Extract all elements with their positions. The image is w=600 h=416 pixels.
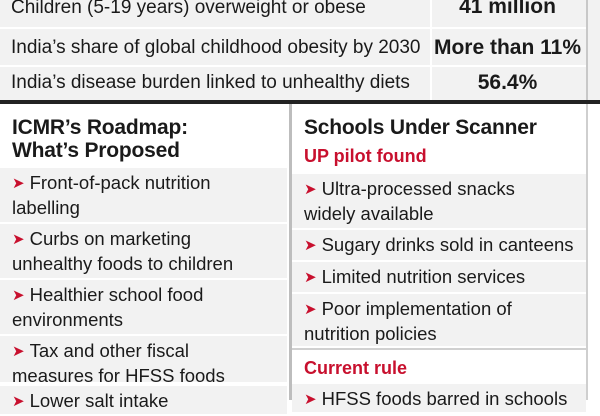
schools-heading: Schools Under Scanner xyxy=(304,116,537,139)
item-text: nutrition policies xyxy=(304,323,437,344)
stat-value: More than 11% xyxy=(433,35,582,59)
list-item: ➤ Front-of-pack nutrition labelling xyxy=(0,168,287,224)
item-text: labelling xyxy=(12,197,80,218)
sub-heading: UP pilot found xyxy=(304,146,427,166)
list-item: ➤ Healthier school food environments xyxy=(0,280,287,336)
stat-row: Children (5-19 years) overweight or obes… xyxy=(0,0,600,24)
stat-label: Children (5-19 years) overweight or obes… xyxy=(11,0,366,17)
arrow-icon: ➤ xyxy=(12,231,25,248)
list-item: ➤ Limited nutrition services xyxy=(292,262,586,294)
stat-value: 41 million xyxy=(459,0,556,18)
heading-line: What’s Proposed xyxy=(12,139,180,162)
sub-heading: Current rule xyxy=(304,358,408,378)
row-divider xyxy=(0,27,588,29)
item-text: Front-of-pack nutrition xyxy=(29,172,211,193)
arrow-icon: ➤ xyxy=(304,269,317,286)
arrow-icon: ➤ xyxy=(304,301,317,318)
stat-row: India’s share of global childhood obesit… xyxy=(0,31,600,64)
stat-value: 56.4% xyxy=(477,70,538,94)
list-item: ➤ Curbs on marketing unhealthy foods to c… xyxy=(0,224,287,280)
arrow-icon: ➤ xyxy=(12,393,25,410)
item-text: Ultra-processed snacks xyxy=(321,178,515,199)
list-item: ➤ Poor implementation of nutrition polici… xyxy=(292,294,586,348)
column-divider xyxy=(289,104,292,400)
list-item: ➤ Sugary drinks sold in canteens xyxy=(292,230,586,262)
list-item: ➤ Lower salt intake xyxy=(0,386,287,416)
arrow-icon: ➤ xyxy=(12,287,25,304)
item-text: Tax and other fiscal xyxy=(29,340,189,361)
stat-label: India’s disease burden linked to unhealt… xyxy=(11,73,410,92)
item-text: Curbs on marketing xyxy=(29,228,192,249)
row-divider xyxy=(0,65,588,67)
item-text: Healthier school food xyxy=(29,284,204,305)
item-text: Poor implementation of xyxy=(321,298,512,319)
item-text: unhealthy foods to children xyxy=(12,253,234,274)
list-item: ➤ Tax and other fiscal measures for HFSS … xyxy=(0,336,287,386)
item-text: environments xyxy=(12,309,124,330)
current-rule-band xyxy=(292,348,586,386)
list-item: ➤ HFSS foods barred in schools xyxy=(292,384,586,414)
table-border xyxy=(586,0,588,100)
section-rule xyxy=(0,100,600,104)
stat-row: India’s disease burden linked to unhealt… xyxy=(0,66,600,99)
arrow-icon: ➤ xyxy=(12,343,25,360)
heading-line: ICMR’s Roadmap: xyxy=(12,116,188,139)
item-text: Lower salt intake xyxy=(29,390,169,411)
item-text: measures for HFSS foods xyxy=(12,365,225,386)
item-text: widely available xyxy=(304,203,434,224)
item-text: Limited nutrition services xyxy=(321,266,526,287)
arrow-icon: ➤ xyxy=(304,181,317,198)
roadmap-column: ICMR’s Roadmap: What’s Proposed ➤ Front-o… xyxy=(0,104,290,416)
arrow-icon: ➤ xyxy=(304,237,317,254)
item-text: HFSS foods barred in schools xyxy=(321,388,568,409)
column-divider xyxy=(430,0,432,100)
stats-table: Children (5-19 years) overweight or obes… xyxy=(0,0,600,100)
stat-label: India’s share of global childhood obesit… xyxy=(11,38,421,57)
item-text: Sugary drinks sold in canteens xyxy=(321,234,574,255)
roadmap-heading: ICMR’s Roadmap: What’s Proposed xyxy=(12,116,188,162)
arrow-icon: ➤ xyxy=(12,175,25,192)
schools-column: Schools Under Scanner UP pilot found ➤ Ul… xyxy=(292,104,588,414)
list-item: ➤ Ultra-processed snacks widely available xyxy=(292,174,586,230)
